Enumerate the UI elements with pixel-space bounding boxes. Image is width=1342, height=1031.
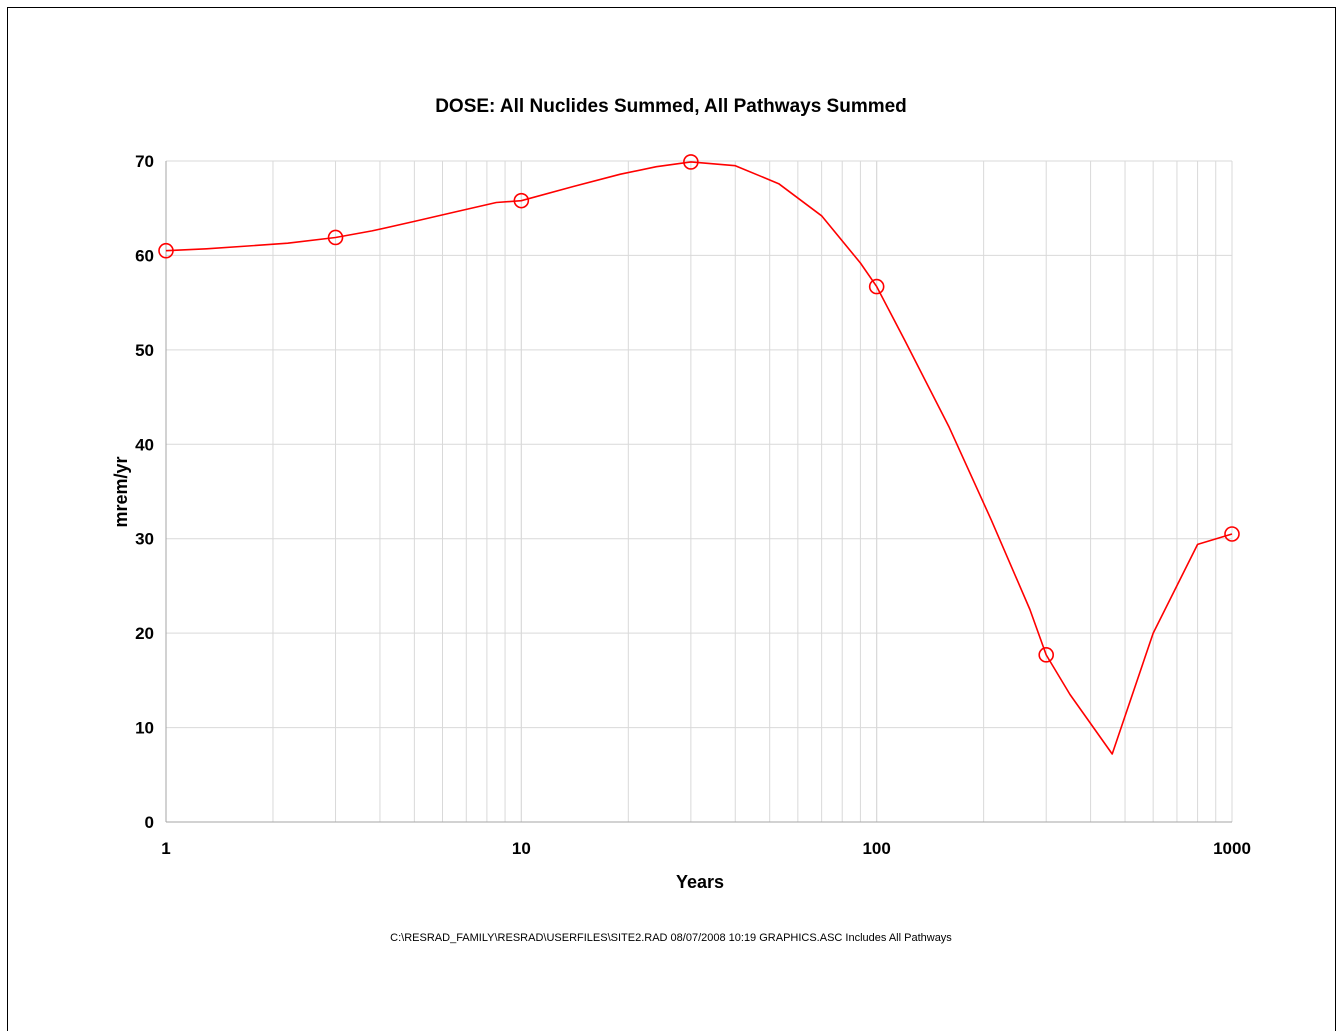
data-point-marker: [1224, 526, 1240, 542]
grid: [166, 160, 1233, 822]
chart-frame: [7, 7, 1336, 1031]
data-point-marker: [327, 229, 344, 246]
x-tick-label: 100: [862, 839, 890, 858]
x-tick-label: 1: [161, 839, 170, 858]
y-tick-label: 60: [135, 246, 154, 265]
dose-series-line: [165, 161, 1233, 755]
y-tick-label: 40: [135, 435, 154, 454]
data-point-marker: [1038, 647, 1055, 663]
data-point-marker: [683, 154, 699, 170]
y-tick-label: 10: [135, 719, 154, 738]
y-tick-label: 70: [135, 152, 154, 171]
footer-file-info: C:\RESRAD_FAMILY\RESRAD\USERFILES\SITE2.…: [390, 932, 952, 944]
data-point-marker: [513, 192, 530, 209]
x-axis-label: Years: [676, 872, 724, 892]
chart-title: DOSE: All Nuclides Summed, All Pathways …: [435, 96, 907, 117]
y-tick-label: 0: [145, 813, 154, 832]
y-tick-label: 20: [135, 624, 154, 643]
x-tick-label: 10: [512, 839, 531, 858]
y-tick-label: 50: [135, 341, 154, 360]
y-axis-label: mrem/yr: [111, 456, 131, 527]
y-tick-label: 30: [135, 530, 154, 549]
tick-labels: 0 10 20 30 40 50 60 70 1 10 100 1000: [135, 152, 1251, 858]
axes: [165, 161, 1232, 823]
x-tick-label: 1000: [1213, 839, 1251, 858]
series-layer: [158, 154, 1240, 755]
data-point-marker: [868, 278, 885, 295]
data-point-marker: [158, 242, 174, 259]
